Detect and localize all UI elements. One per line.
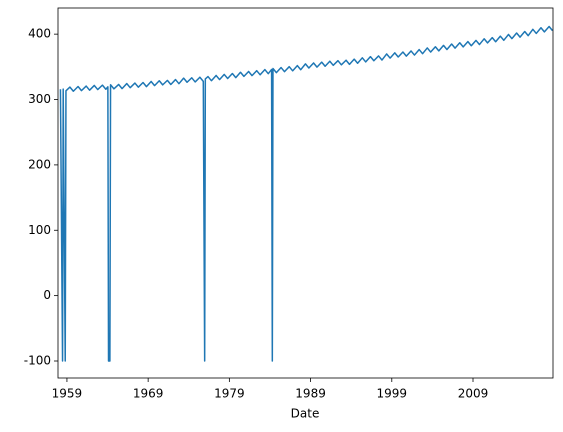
x-tick-label: 1959 <box>52 387 83 401</box>
x-tick-label: 1979 <box>214 387 245 401</box>
y-tick-label: 400 <box>28 27 51 41</box>
x-tick-label: 1969 <box>133 387 164 401</box>
x-tick-label: 1999 <box>377 387 408 401</box>
x-axis-label: Date <box>291 407 320 421</box>
plot-frame <box>57 7 554 379</box>
x-tick-label: 2009 <box>458 387 489 401</box>
x-tick-label: 1989 <box>295 387 326 401</box>
data-line <box>59 25 553 362</box>
y-tick-label: -100 <box>24 354 51 368</box>
y-tick-label: 0 <box>43 288 51 302</box>
y-tick-label: 200 <box>28 157 51 171</box>
y-tick-label: 300 <box>28 92 51 106</box>
y-tick-label: 100 <box>28 223 51 237</box>
